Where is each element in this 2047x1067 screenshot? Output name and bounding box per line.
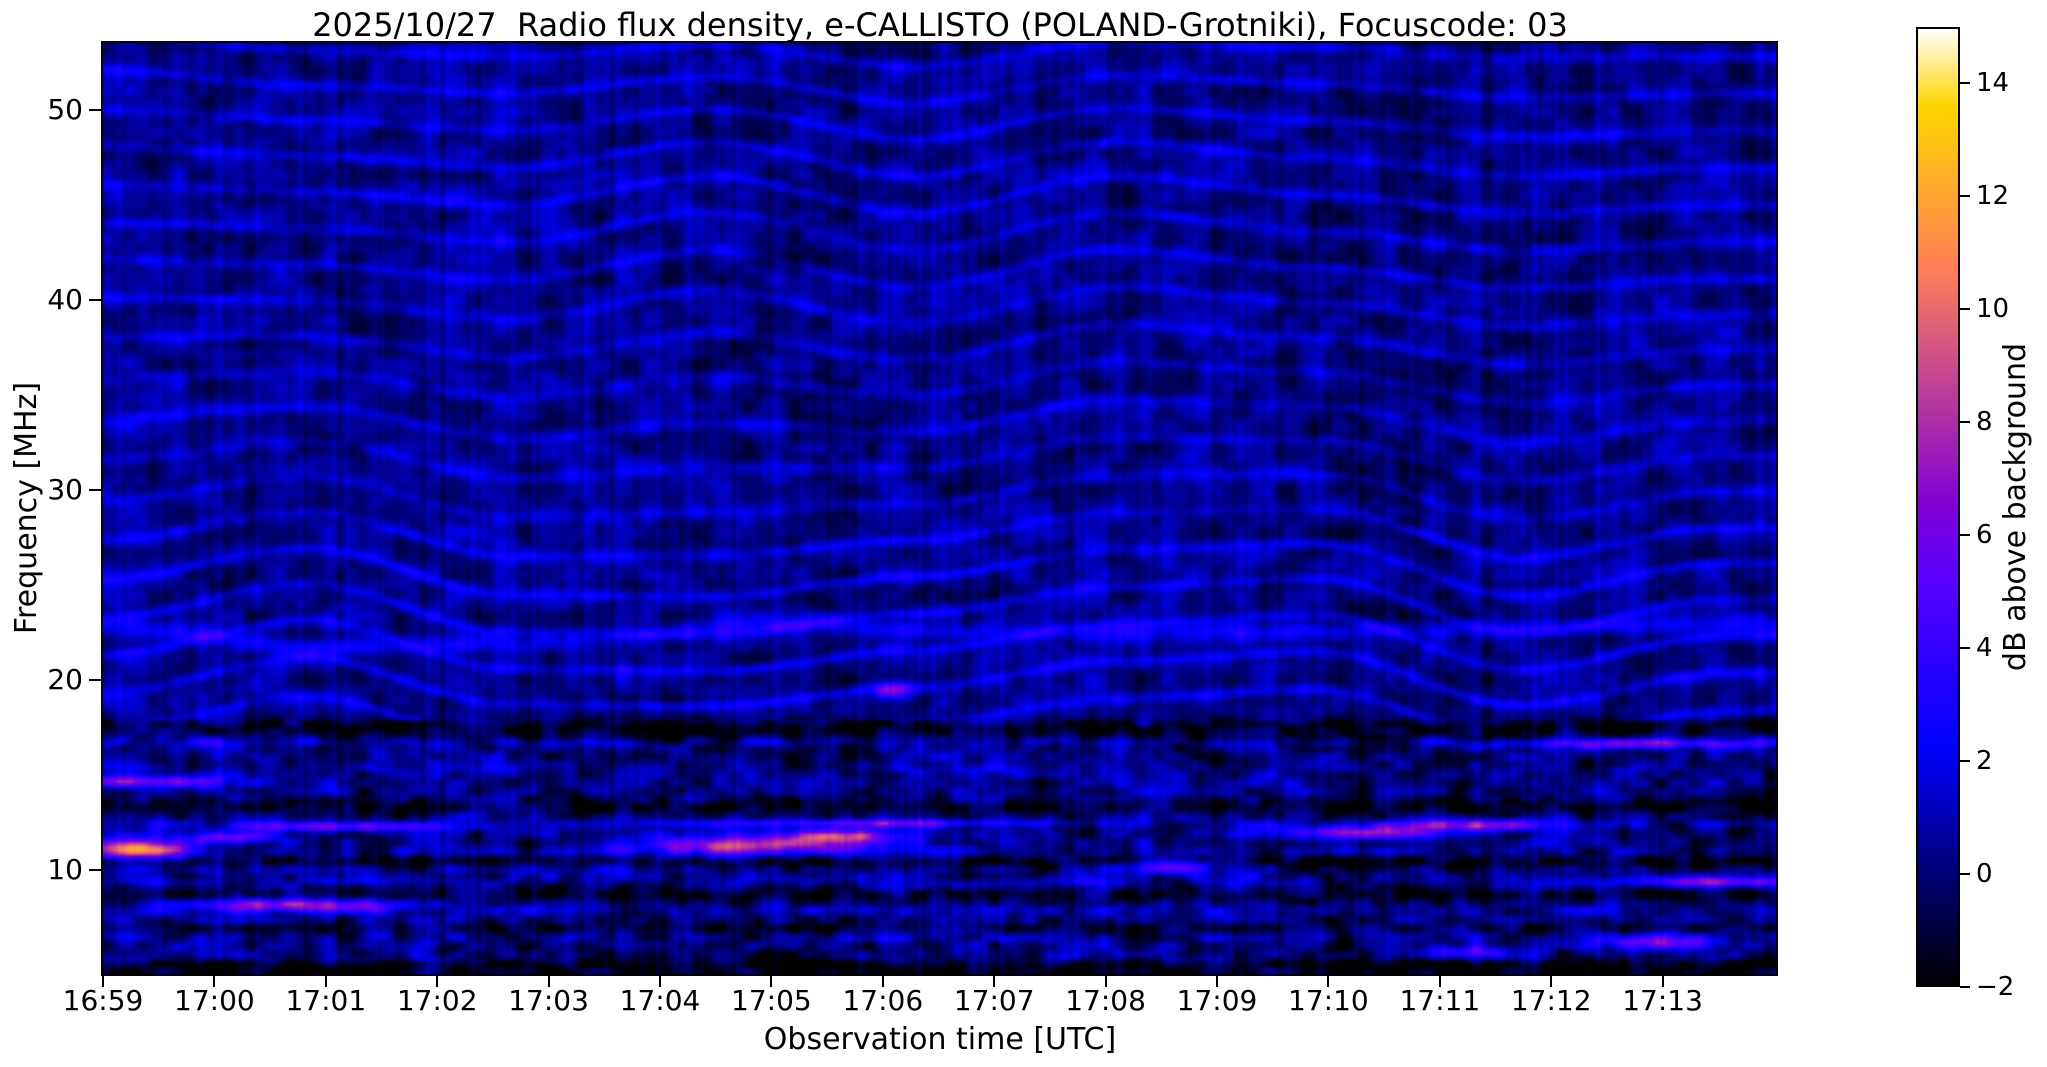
x-tick-label: 17:00 — [174, 984, 255, 1017]
x-tick-label: 17:10 — [1288, 984, 1369, 1017]
x-tick-mark — [1104, 975, 1107, 987]
x-tick-label: 17:09 — [1176, 984, 1258, 1017]
colorbar-label: dB above background — [1998, 342, 2033, 672]
colorbar-tick-mark — [1960, 534, 1970, 537]
chart-title: 2025/10/27 Radio flux density, e-CALLIST… — [312, 6, 1568, 44]
colorbar-tick-label: 8 — [1976, 407, 1993, 438]
x-axis-label: Observation time [UTC] — [763, 1022, 1117, 1057]
colorbar-tick-label: 4 — [1976, 633, 1993, 664]
colorbar-tick-label: 12 — [1976, 181, 2010, 212]
y-tick-label: 10 — [47, 852, 83, 886]
y-tick-mark — [89, 488, 101, 491]
x-tick-label: 17:07 — [953, 984, 1035, 1017]
colorbar-tick-label: 0 — [1976, 859, 1993, 890]
x-tick-mark — [1550, 975, 1553, 987]
x-tick-mark — [436, 975, 439, 987]
y-tick-mark — [89, 108, 101, 111]
x-tick-mark — [1661, 975, 1664, 987]
colorbar-tick-label: −2 — [1976, 972, 2015, 1002]
colorbar-tick-mark — [1960, 421, 1970, 424]
x-tick-label: 16:59 — [62, 984, 144, 1017]
x-tick-label: 17:02 — [396, 984, 478, 1017]
y-tick-mark — [89, 868, 101, 871]
x-tick-label: 17:13 — [1622, 984, 1703, 1017]
x-tick-mark — [881, 975, 884, 987]
colorbar-tick-label: 2 — [1976, 746, 1993, 777]
spectrogram-plot-area — [101, 41, 1778, 976]
colorbar-tick-mark — [1960, 760, 1970, 763]
x-tick-mark — [993, 975, 996, 987]
x-tick-label: 17:11 — [1399, 984, 1481, 1017]
x-tick-label: 17:06 — [842, 984, 924, 1017]
x-tick-label: 17:01 — [285, 984, 367, 1017]
colorbar — [1916, 27, 1960, 987]
colorbar-tick-mark — [1960, 82, 1970, 85]
y-tick-label: 20 — [47, 662, 83, 696]
colorbar-tick-mark — [1960, 308, 1970, 311]
colorbar-tick-label: 10 — [1976, 294, 2010, 325]
x-tick-label: 17:08 — [1065, 984, 1146, 1017]
y-tick-label: 40 — [47, 282, 83, 316]
y-tick-label: 50 — [47, 92, 83, 126]
spectrogram-canvas — [103, 43, 1776, 974]
x-tick-mark — [324, 975, 327, 987]
colorbar-tick-label: 14 — [1976, 68, 2010, 99]
y-tick-mark — [89, 678, 101, 681]
y-tick-label: 30 — [47, 472, 83, 506]
colorbar-tick-mark — [1960, 873, 1970, 876]
x-tick-mark — [1327, 975, 1330, 987]
y-tick-mark — [89, 298, 101, 301]
x-tick-mark — [102, 975, 104, 987]
x-tick-mark — [547, 975, 550, 987]
colorbar-tick-mark — [1960, 195, 1970, 198]
x-tick-mark — [1438, 975, 1441, 987]
x-tick-mark — [213, 975, 216, 987]
colorbar-tick-mark — [1960, 647, 1970, 650]
x-tick-label: 17:05 — [731, 984, 812, 1017]
x-tick-label: 17:12 — [1510, 984, 1592, 1017]
colorbar-gradient — [1918, 29, 1958, 985]
x-tick-mark — [1216, 975, 1218, 987]
x-tick-mark — [770, 975, 773, 987]
x-tick-mark — [659, 975, 661, 987]
x-tick-label: 17:03 — [508, 984, 589, 1017]
colorbar-tick-mark — [1960, 986, 1970, 988]
colorbar-tick-label: 6 — [1976, 520, 1993, 551]
x-tick-label: 17:04 — [619, 984, 701, 1017]
